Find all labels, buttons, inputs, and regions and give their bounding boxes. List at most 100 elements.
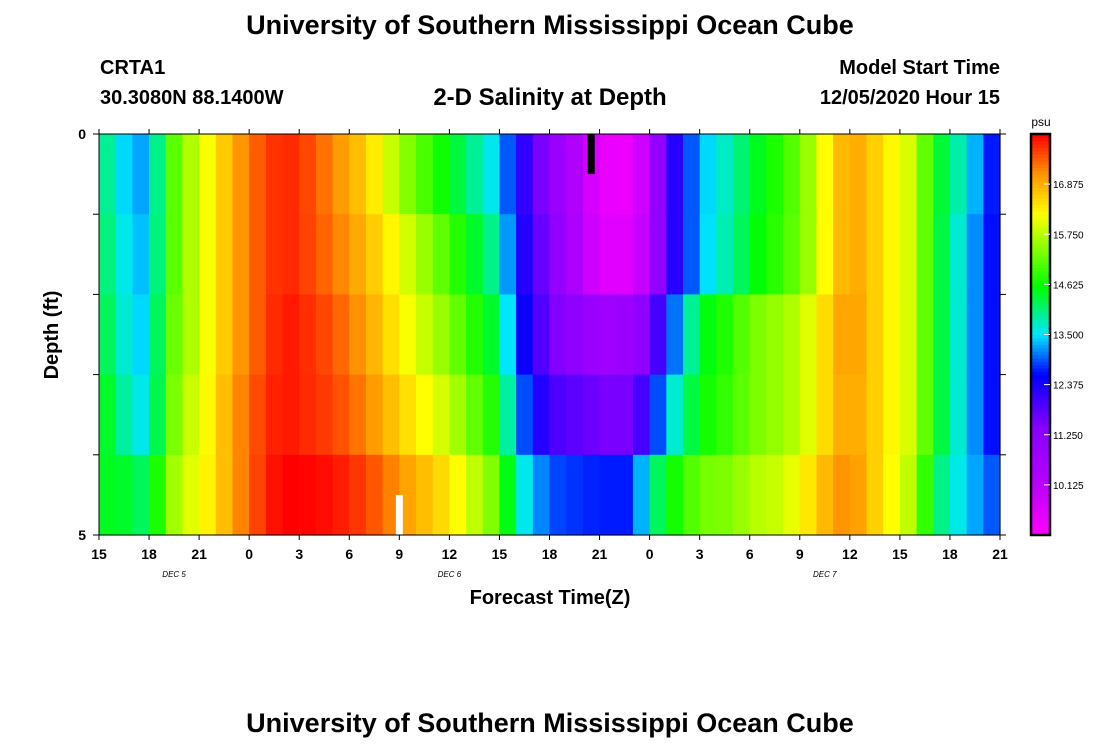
colorbar-segment — [1031, 394, 1050, 399]
heatmap-cell — [599, 134, 617, 215]
heatmap-cell — [699, 294, 717, 376]
x-tick-label: 18 — [542, 546, 558, 562]
heatmap-cell — [416, 454, 434, 536]
colorbar-segment — [1031, 434, 1050, 439]
colorbar-segment — [1031, 371, 1050, 376]
colorbar-segment — [1031, 311, 1050, 316]
heatmap-cell — [199, 134, 217, 215]
colorbar-segment — [1031, 220, 1050, 225]
colorbar-segment — [1031, 160, 1050, 165]
heatmap-cell — [282, 294, 300, 376]
heatmap-cell — [933, 454, 951, 536]
colorbar-segment — [1031, 150, 1050, 155]
heatmap-cell — [516, 214, 534, 295]
heatmap-cell — [833, 374, 851, 456]
colorbar-segment — [1031, 277, 1050, 282]
heatmap-cell — [549, 454, 567, 536]
heatmap-cell — [115, 294, 133, 376]
heatmap-cell — [649, 134, 667, 215]
colorbar-segment — [1031, 381, 1050, 386]
heatmap-cell — [632, 134, 651, 215]
heatmap-cell — [949, 294, 968, 376]
heatmap-cell — [866, 294, 884, 376]
heatmap-cell — [566, 454, 584, 536]
heatmap-cell — [883, 214, 901, 295]
x-axis: 15 18 21 0 3 6 9 12 15 18 21 0 3 6 9 12 15 18 21 DEC 5 DEC 6… — [91, 129, 1008, 579]
bottom-title: University of Southern Mississippi Ocean… — [246, 708, 854, 738]
date-label: DEC 5 — [162, 570, 186, 579]
colorbar-segment — [1031, 401, 1050, 406]
colorbar-segment — [1031, 501, 1050, 506]
colorbar-segment — [1031, 448, 1050, 453]
heatmap-cell — [349, 454, 367, 536]
heatmap-cell — [265, 374, 284, 456]
colorbar-segment — [1031, 397, 1050, 402]
heatmap-cell — [516, 294, 534, 376]
heatmap-cell — [666, 374, 684, 456]
heatmap-cell — [265, 134, 284, 215]
colorbar-segment — [1031, 374, 1050, 379]
heatmap-cell — [666, 214, 684, 295]
heatmap-cell — [983, 454, 1001, 536]
heatmap-cell — [949, 454, 968, 536]
heatmap-cell — [499, 374, 517, 456]
heatmap-cell — [733, 214, 751, 295]
heatmap-cell — [232, 374, 250, 456]
heatmap-cell — [883, 374, 901, 456]
heatmap-cell — [616, 214, 634, 295]
colorbar-segment — [1031, 431, 1050, 436]
colorbar-segment — [1031, 478, 1050, 483]
y-axis-label: Depth (ft) — [41, 291, 63, 380]
heatmap-cell — [499, 214, 517, 295]
colorbar-segment — [1031, 451, 1050, 456]
colorbar-tick-label: 12.375 — [1053, 381, 1084, 392]
heatmap-cell — [766, 134, 784, 215]
heatmap-cell — [649, 214, 667, 295]
heatmap-cell — [115, 454, 133, 536]
colorbar-segment — [1031, 444, 1050, 449]
heatmap-cell — [716, 214, 734, 295]
colorbar-segment — [1031, 154, 1050, 158]
heatmap-cell — [482, 294, 501, 376]
colorbar-segment — [1031, 377, 1050, 382]
heatmap-cell — [199, 374, 217, 456]
heatmap-cell — [399, 454, 417, 536]
colorbar-segment — [1031, 137, 1050, 142]
model-start-value: 12/05/2020 Hour 15 — [819, 87, 1000, 109]
colorbar-tick-label: 16.875 — [1053, 180, 1084, 191]
heatmap-cell — [466, 134, 484, 215]
heatmap-cell — [466, 374, 484, 456]
colorbar-segment — [1031, 224, 1050, 229]
x-tick-label: 3 — [696, 546, 704, 562]
heatmap-cell — [566, 294, 584, 376]
heatmap-cell — [749, 374, 768, 456]
heatmap-cell — [182, 134, 200, 215]
heatmap-cell — [916, 214, 934, 295]
colorbar-segment — [1031, 304, 1050, 309]
heatmap-cell — [215, 214, 234, 295]
heatmap-cell — [315, 374, 334, 456]
heatmap-cell — [849, 294, 868, 376]
heatmap-cell — [115, 374, 133, 456]
heatmap-cell — [499, 134, 517, 215]
colorbar-segment — [1031, 227, 1050, 232]
heatmap-cell — [933, 374, 951, 456]
heatmap-cell — [332, 294, 350, 376]
colorbar-segment — [1031, 498, 1050, 503]
heatmap-cell — [549, 214, 567, 295]
heatmap-cell — [382, 134, 400, 215]
date-label: DEC 6 — [438, 570, 462, 579]
heatmap-cell — [799, 214, 818, 295]
colorbar-segment — [1031, 204, 1050, 209]
x-tick-label: 15 — [91, 546, 107, 562]
x-tick-label: 15 — [892, 546, 908, 562]
heatmap-cell — [416, 134, 434, 215]
heatmap-cell — [482, 374, 501, 456]
time-markers — [395, 134, 595, 535]
colorbar-segment — [1031, 257, 1050, 262]
x-tick-label: 18 — [141, 546, 157, 562]
heatmap-cell — [532, 454, 551, 536]
heatmap-cell — [699, 134, 717, 215]
colorbar-segment — [1031, 364, 1050, 369]
heatmap-cell — [966, 294, 984, 376]
